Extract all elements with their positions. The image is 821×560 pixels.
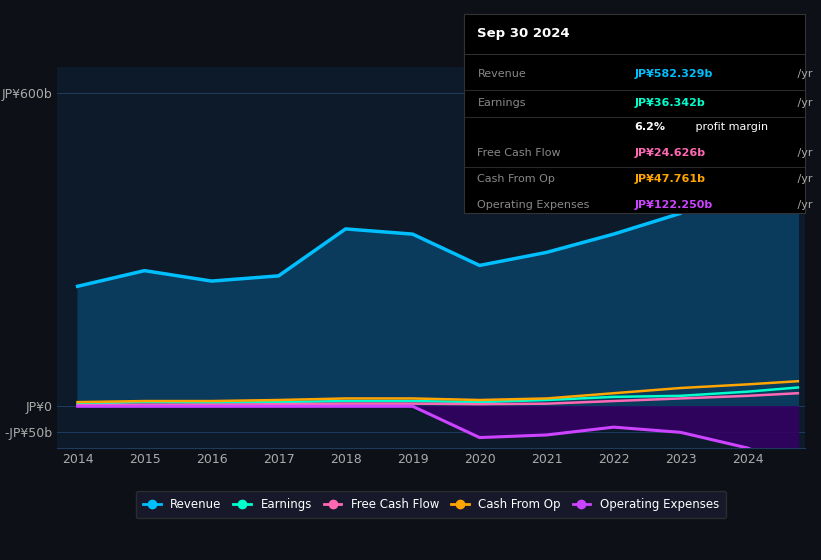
Text: Free Cash Flow: Free Cash Flow bbox=[478, 148, 561, 158]
Text: Sep 30 2024: Sep 30 2024 bbox=[478, 27, 570, 40]
Text: /yr: /yr bbox=[795, 200, 813, 210]
Text: JP¥24.626b: JP¥24.626b bbox=[635, 148, 705, 158]
Text: Earnings: Earnings bbox=[478, 99, 526, 109]
Text: 6.2%: 6.2% bbox=[635, 122, 665, 132]
Text: JP¥122.250b: JP¥122.250b bbox=[635, 200, 713, 210]
Text: JP¥47.761b: JP¥47.761b bbox=[635, 174, 705, 184]
Text: JP¥582.329b: JP¥582.329b bbox=[635, 69, 713, 78]
Text: profit margin: profit margin bbox=[692, 122, 768, 132]
Text: /yr: /yr bbox=[795, 99, 813, 109]
Text: /yr: /yr bbox=[795, 174, 813, 184]
Text: Operating Expenses: Operating Expenses bbox=[478, 200, 589, 210]
Text: /yr: /yr bbox=[795, 69, 813, 78]
Text: /yr: /yr bbox=[795, 148, 813, 158]
Text: JP¥36.342b: JP¥36.342b bbox=[635, 99, 705, 109]
Text: Cash From Op: Cash From Op bbox=[478, 174, 555, 184]
Text: Revenue: Revenue bbox=[478, 69, 526, 78]
Legend: Revenue, Earnings, Free Cash Flow, Cash From Op, Operating Expenses: Revenue, Earnings, Free Cash Flow, Cash … bbox=[136, 491, 726, 518]
